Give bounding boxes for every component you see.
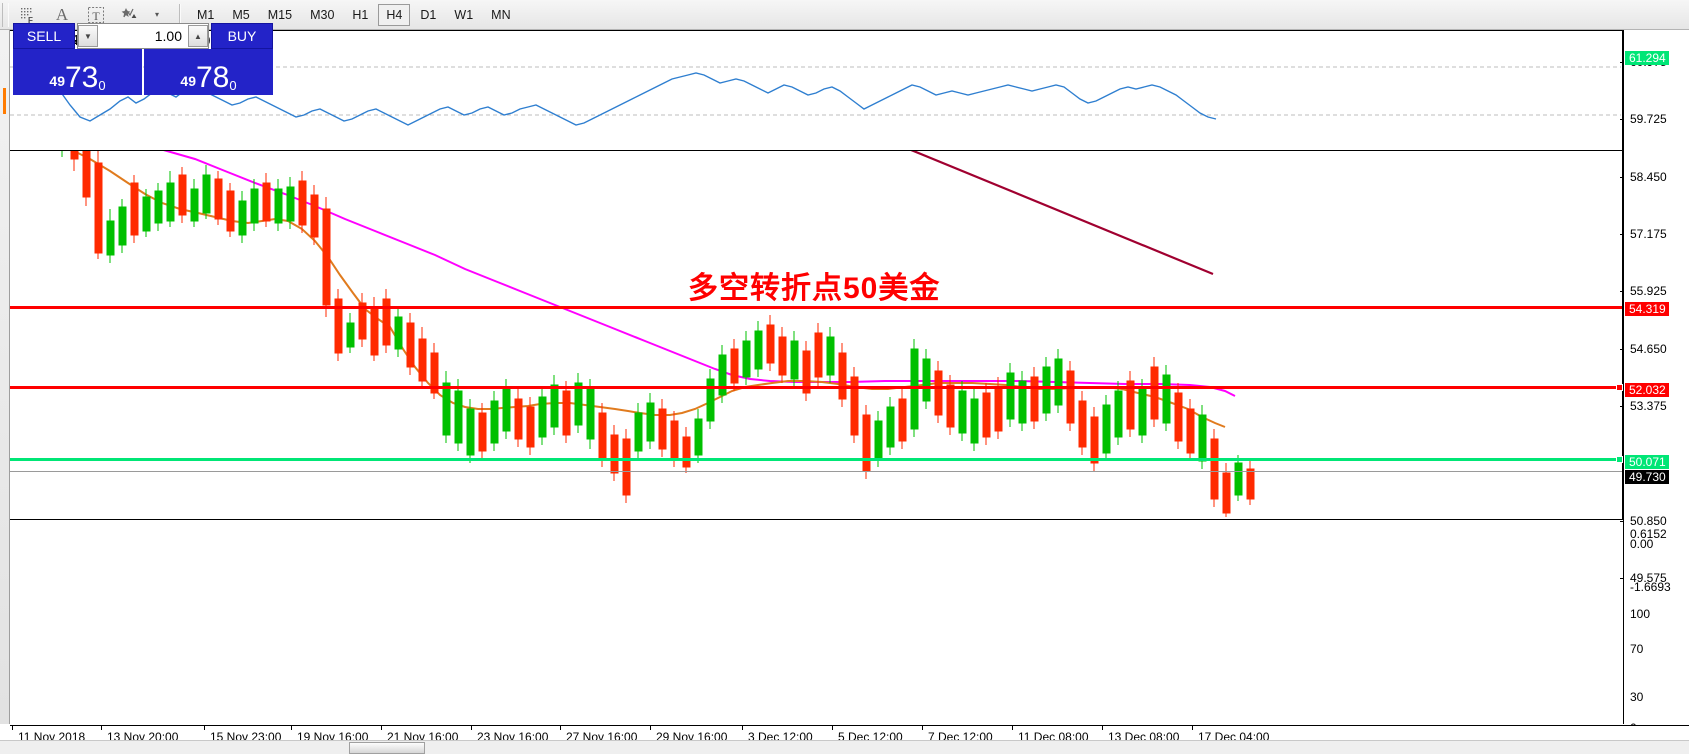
price-tick-mark <box>1620 119 1624 120</box>
sell-price-display[interactable]: 49 73 0 <box>13 49 142 95</box>
volume-input[interactable]: ▼ 1.00 ▲ <box>77 23 209 49</box>
buy-fraction: 0 <box>229 78 237 93</box>
macd-tick-label: -1.6693 <box>1630 580 1671 594</box>
timeframe-m30[interactable]: M30 <box>310 7 335 22</box>
time-tick-mark <box>832 726 833 730</box>
time-tick-mark <box>1012 726 1013 730</box>
time-tick-mark <box>1192 726 1193 730</box>
sell-button[interactable]: SELL <box>13 23 75 49</box>
price-tick-label: 50.850 <box>1630 514 1667 528</box>
candlestick-series <box>34 103 1255 517</box>
objects-icon[interactable] <box>115 2 145 28</box>
current-price-line <box>10 471 1622 472</box>
macd-tick-label: 0.00 <box>1630 537 1654 551</box>
timeframe-group: M1 M5 M15 M30 H1 H4 D1 W1 MN <box>188 3 520 26</box>
timeframe-d1[interactable]: D1 <box>420 7 437 22</box>
rsi-pane[interactable]: RSI(14) 35.8223 <box>10 30 1623 151</box>
time-tick-mark <box>1102 726 1103 730</box>
chevron-down-icon[interactable]: ▾ <box>154 10 159 19</box>
level-anchor-handle[interactable] <box>1616 456 1623 463</box>
trade-controls-row: SELL ▼ 1.00 ▲ BUY <box>13 23 273 49</box>
rsi-tick-label: 30 <box>1630 690 1644 704</box>
scrollbar-thumb[interactable] <box>349 742 425 754</box>
time-tick-mark <box>291 726 292 730</box>
resistance-54319[interactable] <box>10 306 1622 309</box>
buy-pips: 78 <box>195 61 230 94</box>
price-tick-mark <box>1620 291 1624 292</box>
svg-text:T: T <box>92 9 100 23</box>
time-tick-mark <box>204 726 205 730</box>
price-tick-label: 58.450 <box>1630 170 1667 184</box>
support-50071[interactable] <box>10 456 1623 463</box>
volume-increment-button[interactable]: ▲ <box>188 25 208 47</box>
time-tick-mark <box>650 726 651 730</box>
price-tick-mark <box>1620 349 1624 350</box>
buy-big-figures: 49 <box>180 73 196 89</box>
rsi-line <box>29 70 1217 126</box>
text-a-icon[interactable]: A <box>55 4 69 24</box>
price-tick-label: 55.925 <box>1630 284 1667 298</box>
toolbar-grip[interactable] <box>2 2 9 27</box>
price-tick-mark <box>1620 521 1624 522</box>
price-tick-mark <box>1620 62 1624 63</box>
macd-tick-label: 0.6152 <box>1630 527 1667 541</box>
price-badge-49730: 49.730 <box>1625 470 1669 484</box>
timeframe-m15[interactable]: M15 <box>267 7 293 22</box>
svg-text:F: F <box>28 16 33 24</box>
level-anchor-handle[interactable] <box>1616 384 1623 391</box>
rsi-tick-label: 100 <box>1630 607 1651 621</box>
price-tick-label: 57.175 <box>1630 227 1667 241</box>
timeframe-w1[interactable]: W1 <box>454 7 474 22</box>
timeframe-m1[interactable]: M1 <box>197 7 215 22</box>
buy-price-display[interactable]: 49 78 0 <box>144 49 273 95</box>
trade-prices-row: 49 73 0 49 78 0 <box>13 49 273 95</box>
price-scale[interactable]: 60.97559.72558.45057.17555.92554.65053.3… <box>1620 30 1689 735</box>
time-tick-mark <box>742 726 743 730</box>
timeframe-h1[interactable]: H1 <box>352 7 369 22</box>
text-label-t-icon[interactable]: T <box>81 2 111 28</box>
timeframe-m5[interactable]: M5 <box>232 7 250 22</box>
chart-area: USOil-,H4 49.610 49.760 49.570 49.730 多空… <box>0 30 1689 754</box>
price-tick-mark <box>1620 406 1624 407</box>
sell-pips: 73 <box>64 61 99 94</box>
timeframe-h4[interactable]: H4 <box>378 3 411 26</box>
price-badge-61294: 61.294 <box>1625 51 1669 65</box>
price-tick-label: 54.650 <box>1630 342 1667 356</box>
chart-annotation: 多空转折点50美金 <box>688 272 941 305</box>
sell-fraction: 0 <box>98 78 106 93</box>
toolbar-separator <box>179 3 181 26</box>
support-52032[interactable] <box>10 384 1623 391</box>
price-tick-mark <box>1620 234 1624 235</box>
time-tick-mark <box>101 726 102 730</box>
volume-value[interactable]: 1.00 <box>154 28 182 44</box>
price-tick-label: 53.375 <box>1630 399 1667 413</box>
price-badge-50071: 50.071 <box>1625 455 1669 469</box>
price-tick-mark <box>1620 177 1624 178</box>
rsi-chart-svg <box>10 66 1621 126</box>
one-click-trading-panel[interactable]: SELL ▼ 1.00 ▲ BUY 49 73 0 49 78 0 <box>13 23 273 95</box>
rsi-tick-label: 70 <box>1630 642 1644 656</box>
volume-decrement-button[interactable]: ▼ <box>78 25 98 47</box>
main-toolbar: F A T ▾ M1 M5 M15 M30 H1 H4 D1 W1 MN <box>0 0 1689 30</box>
left-rail <box>0 30 10 724</box>
price-tick-mark <box>1620 578 1624 579</box>
time-tick-mark <box>12 726 13 730</box>
buy-button[interactable]: BUY <box>211 23 273 49</box>
crosshair-f-icon[interactable]: F <box>13 2 43 28</box>
price-badge-52032: 52.032 <box>1625 383 1669 397</box>
price-tick-label: 49.575 <box>1630 571 1667 585</box>
price-tick-label: 59.725 <box>1630 112 1667 126</box>
price-badge-54319: 54.319 <box>1625 302 1669 316</box>
time-tick-mark <box>471 726 472 730</box>
timeframe-mn[interactable]: MN <box>491 7 511 22</box>
time-tick-mark <box>922 726 923 730</box>
time-tick-mark <box>381 726 382 730</box>
horizontal-scrollbar[interactable] <box>0 740 1689 754</box>
sell-big-figures: 49 <box>49 73 65 89</box>
time-tick-mark <box>560 726 561 730</box>
